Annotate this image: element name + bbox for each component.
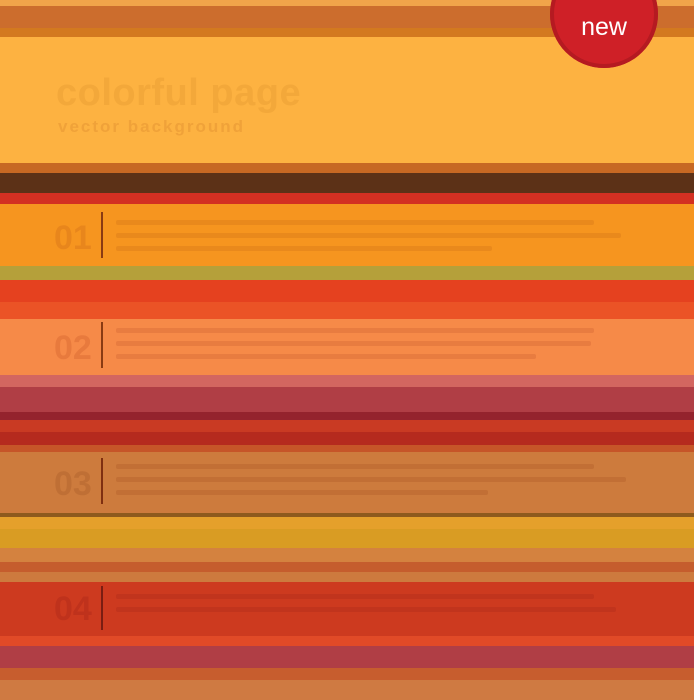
placeholder-text-line — [116, 220, 594, 225]
section-divider-01 — [101, 212, 103, 258]
stripe-rust-thin — [0, 562, 694, 572]
placeholder-text-line — [116, 246, 492, 251]
stripe-header-bottom — [0, 163, 694, 173]
section-number-03: 03 — [54, 465, 92, 503]
stripe-plum — [0, 387, 694, 412]
placeholder-text-line — [116, 328, 594, 333]
placeholder-text-line — [116, 354, 536, 359]
stripe-rust-bottom — [0, 668, 694, 680]
stripe-olive-band — [0, 266, 694, 280]
stripe-red-thin — [0, 193, 694, 204]
placeholder-text-line — [116, 490, 488, 495]
stripe-tan — [0, 548, 694, 562]
placeholder-text-line — [116, 594, 594, 599]
stripe-copper-bottom — [0, 680, 694, 700]
section-number-02: 02 — [54, 329, 92, 367]
stripe-plum-bottom — [0, 646, 694, 668]
stripe-copper — [0, 572, 694, 582]
section-divider-04 — [101, 586, 103, 630]
stripe-top-band — [0, 6, 694, 28]
stripe-orange-red — [0, 302, 694, 319]
placeholder-text-line — [116, 477, 626, 482]
placeholder-text-line — [116, 341, 591, 346]
placeholder-text-line — [116, 233, 621, 238]
stripe-rust — [0, 445, 694, 452]
section-number-04: 04 — [54, 590, 92, 628]
stripe-mustard — [0, 529, 694, 548]
stripe-top-accent — [0, 28, 694, 37]
stripe-red-dark — [0, 432, 694, 445]
stripe-red-mid — [0, 420, 694, 432]
stripe-top-edge — [0, 0, 694, 6]
placeholder-text-line — [116, 464, 594, 469]
section-band-03 — [0, 452, 694, 513]
placeholder-text-line — [116, 607, 616, 612]
stripe-pink — [0, 375, 694, 387]
new-badge-label: new — [581, 13, 627, 41]
stripe-maroon — [0, 412, 694, 420]
page-subtitle: vector background — [58, 117, 246, 136]
section-number-01: 01 — [54, 219, 92, 257]
stripe-mustard-light — [0, 517, 694, 529]
section-divider-03 — [101, 458, 103, 504]
stripe-brown-line — [0, 513, 694, 517]
page-title: colorful page — [56, 72, 302, 114]
stripe-red-wide — [0, 280, 694, 302]
stripe-dark-band — [0, 173, 694, 193]
stripe-bright-red — [0, 636, 694, 646]
section-divider-02 — [101, 322, 103, 368]
